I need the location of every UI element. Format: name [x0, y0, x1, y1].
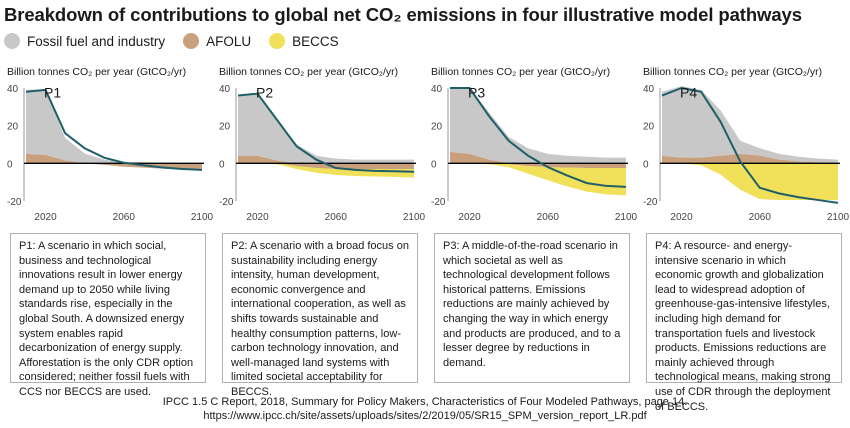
x-tick-label: 2060 [749, 212, 772, 223]
citation: IPCC 1.5 C Report, 2018, Summary for Pol… [0, 395, 850, 423]
panel-id-p1: P1: [19, 240, 36, 252]
x-tick-label: 2100 [827, 212, 850, 223]
page-title: Breakdown of contributions to global net… [4, 4, 802, 25]
x-tick-label: 2060 [325, 212, 348, 223]
x-tick-label: 2020 [670, 212, 693, 223]
pathway-label: P4 [680, 84, 697, 100]
y-tick-label: -20 [643, 197, 658, 208]
charts-area: Billion tonnes CO₂ per year (GtCO₂/yr) 40… [7, 66, 850, 223]
area-afolu-negative [238, 163, 414, 169]
panel-description-p3: P3: A middle-of-the-road scenario in whi… [434, 233, 630, 383]
y-tick-label: -20 [219, 197, 234, 208]
y-tick-label: 40 [7, 84, 19, 95]
net-emissions-line [25, 88, 203, 171]
chart-p1: Billion tonnes CO₂ per year (GtCO₂/yr) 40… [7, 66, 214, 223]
y-axis-title: Billion tonnes CO₂ per year (GtCO₂/yr) [7, 66, 186, 78]
panel-description-p4: P4: A resource- and energy-intensive sce… [646, 233, 842, 413]
y-tick-label: 40 [431, 84, 443, 95]
area-afolu-positive [238, 155, 414, 164]
chart-p4: Billion tonnes CO₂ per year (GtCO₂/yr) 40… [643, 66, 850, 223]
legend-swatch-afolu [183, 33, 200, 49]
x-tick-label: 2100 [615, 212, 638, 223]
pathway-label: P2 [256, 84, 273, 100]
area-afolu-positive [662, 153, 838, 164]
x-tick-label: 2020 [34, 212, 57, 223]
panel-text-p1: A scenario in which social, business and… [19, 240, 194, 398]
citation-line-1: IPCC 1.5 C Report, 2018, Summary for Pol… [162, 396, 688, 408]
panel-text-p4: A resource- and energy-intensive scenari… [655, 240, 831, 413]
area-afolu-positive [26, 153, 202, 164]
y-tick-label: 40 [643, 84, 655, 95]
y-tick-label: 20 [431, 122, 443, 133]
area-afolu-negative [26, 163, 202, 171]
x-tick-label: 2020 [246, 212, 269, 223]
area-afolu-negative [450, 163, 626, 169]
net-emissions-line [661, 86, 839, 204]
legend-label-afolu: AFOLU [206, 33, 252, 49]
y-tick-label: 40 [219, 84, 231, 95]
y-tick-label: 0 [219, 159, 225, 170]
net-emissions-line [450, 87, 627, 188]
legend-item-afolu: AFOLU [183, 33, 251, 49]
citation-line-2: https://www.ipcc.ch/site/assets/uploads/… [203, 410, 647, 422]
legend-swatch-fossil [4, 33, 20, 49]
legend-swatch-beccs [269, 33, 286, 49]
area-fossil-fuel [450, 88, 626, 164]
chart-p2: Billion tonnes CO₂ per year (GtCO₂/yr) 40… [219, 66, 426, 223]
y-tick-label: 20 [7, 122, 19, 133]
pathway-label: P1 [44, 84, 61, 100]
panel-description-p2: P2: A scenario with a broad focus on sus… [222, 233, 418, 398]
y-tick-label: 20 [643, 122, 655, 133]
y-axis-title: Billion tonnes CO₂ per year (GtCO₂/yr) [431, 66, 610, 78]
panel-id-p2: P2: [231, 240, 248, 252]
panel-id-p4: P4: [655, 240, 672, 252]
area-beccs [450, 163, 626, 196]
area-beccs [662, 163, 838, 201]
pathway-label: P3 [468, 84, 485, 100]
area-fossil-fuel [26, 88, 202, 164]
panel-id-p3: P3: [443, 240, 460, 252]
x-tick-label: 2020 [458, 212, 481, 223]
area-fossil-fuel [238, 93, 414, 164]
y-tick-label: 0 [431, 159, 437, 170]
area-beccs [238, 163, 414, 178]
y-tick-label: -20 [431, 197, 446, 208]
panel-description-p1: P1: A scenario in which social, business… [10, 233, 206, 398]
y-axis-title: Billion tonnes CO₂ per year (GtCO₂/yr) [219, 66, 398, 78]
y-tick-label: 0 [643, 159, 649, 170]
y-tick-label: 20 [219, 122, 231, 133]
x-tick-label: 2100 [191, 212, 214, 223]
panel-text-p2: A scenario with a broad focus on sustain… [231, 240, 409, 398]
x-tick-label: 2060 [113, 212, 136, 223]
legend-label-beccs: BECCS [292, 33, 339, 49]
legend-label-fossil: Fossil fuel and industry [27, 33, 166, 49]
y-axis-title: Billion tonnes CO₂ per year (GtCO₂/yr) [643, 66, 822, 78]
x-tick-label: 2100 [403, 212, 426, 223]
chart-p3: Billion tonnes CO₂ per year (GtCO₂/yr) 40… [431, 66, 638, 223]
y-tick-label: 0 [7, 159, 13, 170]
legend-item-beccs: BECCS [269, 33, 339, 49]
net-emissions-line [237, 92, 415, 173]
area-fossil-fuel [662, 86, 838, 164]
legend-item-fossil: Fossil fuel and industry [4, 33, 165, 49]
legend: Fossil fuel and industry AFOLU BECCS [4, 31, 357, 51]
x-tick-label: 2060 [537, 212, 560, 223]
y-tick-label: -20 [7, 197, 22, 208]
panel-text-p3: A middle-of-the-road scenario in which s… [443, 240, 621, 369]
